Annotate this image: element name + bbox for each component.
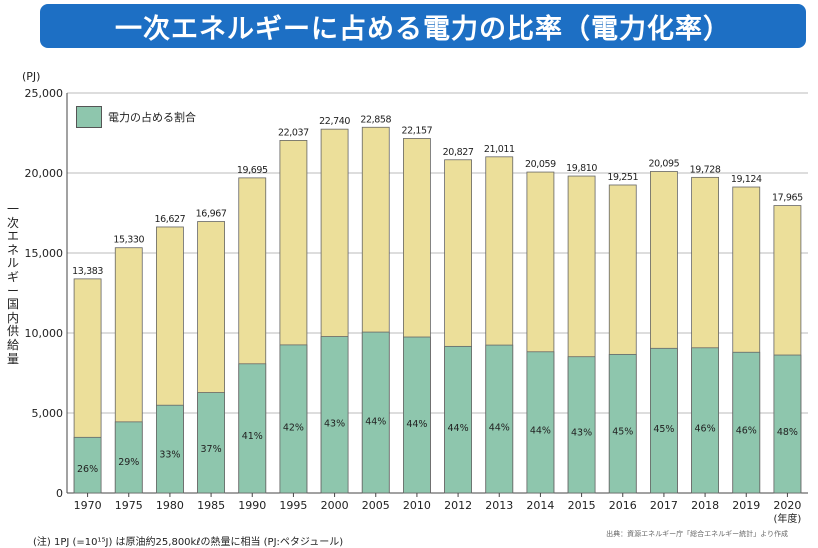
ratio-label: 26% bbox=[77, 464, 98, 475]
total-value-label: 21,011 bbox=[484, 144, 515, 155]
bar-electricity bbox=[238, 363, 267, 494]
legend: 電力の占める割合 bbox=[72, 104, 200, 130]
total-value-label: 16,627 bbox=[154, 214, 185, 225]
y-tick-label: 5,000 bbox=[32, 407, 64, 420]
bar-electricity bbox=[444, 345, 472, 494]
bar-electricity bbox=[279, 344, 308, 494]
x-tick-label: 2000 bbox=[321, 499, 349, 512]
bar-electricity bbox=[526, 351, 555, 494]
total-value-label: 22,157 bbox=[401, 125, 432, 136]
x-tick-label: 2016 bbox=[609, 499, 637, 512]
ratio-label: 45% bbox=[612, 427, 633, 438]
x-tick-label: 1990 bbox=[238, 499, 266, 512]
x-tick-label: 2020 bbox=[773, 499, 801, 512]
total-value-label: 13,383 bbox=[72, 266, 103, 277]
total-value-label: 19,695 bbox=[237, 165, 268, 176]
y-tick-label: 10,000 bbox=[25, 327, 64, 340]
total-value-label: 19,728 bbox=[690, 164, 721, 175]
x-tick-label: 2014 bbox=[526, 499, 554, 512]
x-tick-label: 2013 bbox=[485, 499, 513, 512]
ratio-label: 44% bbox=[530, 425, 551, 436]
bar-electricity bbox=[608, 353, 637, 494]
total-value-label: 19,810 bbox=[566, 163, 597, 174]
bar-electricity bbox=[691, 347, 719, 494]
total-value-label: 22,037 bbox=[278, 127, 309, 138]
x-tick-label: 2019 bbox=[732, 499, 760, 512]
x-tick-label: 2018 bbox=[691, 499, 719, 512]
chart-title: 一次エネルギーに占める電力の比率（電力化率） bbox=[40, 4, 806, 48]
total-value-label: 20,827 bbox=[443, 147, 474, 158]
bar-electricity bbox=[197, 392, 225, 494]
x-tick-label: 1985 bbox=[197, 499, 225, 512]
ratio-label: 46% bbox=[736, 426, 757, 437]
bar-electricity bbox=[650, 347, 678, 494]
x-tick-label: 1980 bbox=[156, 499, 184, 512]
x-axis-unit: (年度) bbox=[774, 512, 802, 525]
bar-electricity bbox=[73, 436, 102, 494]
ratio-label: 46% bbox=[695, 424, 716, 435]
total-value-label: 20,095 bbox=[648, 158, 679, 169]
total-value-label: 15,330 bbox=[113, 235, 144, 246]
y-axis-label: 一次エネルギー国内供給量 bbox=[6, 202, 19, 366]
bar-electricity bbox=[156, 404, 184, 494]
x-tick-label: 2017 bbox=[650, 499, 678, 512]
ratio-label: 41% bbox=[242, 431, 263, 442]
x-tick-label: 1970 bbox=[74, 499, 102, 512]
ratio-label: 29% bbox=[118, 457, 139, 468]
y-tick-label: 25,000 bbox=[25, 87, 64, 100]
legend-label: 電力の占める割合 bbox=[108, 111, 196, 124]
bar-electricity bbox=[114, 421, 143, 494]
x-tick-label: 2012 bbox=[444, 499, 472, 512]
x-tick-label: 2015 bbox=[568, 499, 596, 512]
y-tick-label: 20,000 bbox=[25, 167, 64, 180]
ratio-label: 33% bbox=[159, 449, 180, 460]
total-value-label: 17,965 bbox=[772, 193, 803, 204]
total-value-label: 19,251 bbox=[607, 172, 638, 183]
total-value-label: 19,124 bbox=[731, 174, 762, 185]
ratio-label: 48% bbox=[777, 427, 798, 438]
y-tick-label: 15,000 bbox=[25, 247, 64, 260]
y-tick-label: 0 bbox=[56, 487, 63, 500]
y-axis-unit: (PJ) bbox=[22, 70, 41, 83]
bar-electricity bbox=[361, 331, 390, 494]
footnote: (注) 1PJ (=10¹⁵J) は原油約25,800kℓの熱量に相当 (PJ:… bbox=[33, 537, 344, 548]
x-tick-label: 1975 bbox=[115, 499, 143, 512]
bar-electricity bbox=[403, 336, 431, 494]
total-value-label: 22,858 bbox=[360, 114, 391, 125]
ratio-label: 44% bbox=[448, 423, 469, 434]
ratio-label: 42% bbox=[283, 422, 304, 433]
ratio-label: 44% bbox=[489, 422, 510, 433]
bar-electricity bbox=[320, 336, 349, 494]
bar-electricity bbox=[732, 351, 761, 494]
legend-swatch-electricity bbox=[76, 106, 102, 128]
ratio-label: 45% bbox=[653, 424, 674, 435]
ratio-label: 43% bbox=[324, 419, 345, 430]
bar-electricity bbox=[485, 344, 514, 494]
ratio-label: 37% bbox=[201, 444, 222, 455]
total-value-label: 16,967 bbox=[196, 209, 227, 220]
ratio-label: 43% bbox=[571, 428, 592, 439]
ratio-label: 44% bbox=[365, 417, 386, 428]
source-credit: 出典：資源エネルギー庁「総合エネルギー統計」より作成 bbox=[606, 530, 788, 538]
bar-electricity bbox=[773, 354, 802, 494]
bar-electricity bbox=[567, 356, 596, 494]
total-value-label: 20,059 bbox=[525, 159, 556, 170]
x-tick-label: 2005 bbox=[362, 499, 390, 512]
x-tick-label: 1995 bbox=[279, 499, 307, 512]
x-tick-label: 2010 bbox=[403, 499, 431, 512]
ratio-label: 44% bbox=[406, 419, 427, 430]
total-value-label: 22,740 bbox=[319, 116, 350, 127]
